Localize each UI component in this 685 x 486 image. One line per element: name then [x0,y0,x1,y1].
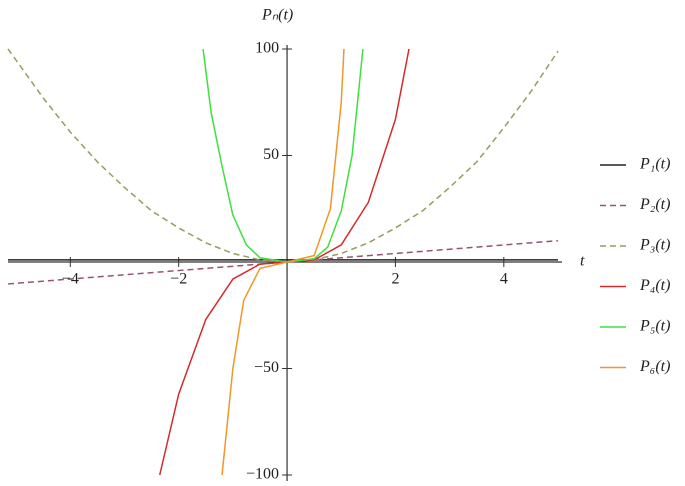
y-tick-label: 100 [255,40,279,57]
x-tick-label: 4 [500,271,508,288]
series-line [221,48,345,476]
y-tick-label: −50 [254,359,279,376]
x-tick-label: −2 [170,271,187,288]
y-tick-label: −100 [246,466,279,483]
legend-label: P₅(t) [639,318,670,335]
legend-label: P₂(t) [639,196,670,213]
y-tick-label: 50 [263,146,279,163]
legend-label: P₄(t) [639,277,670,294]
x-tick-label: 2 [391,271,399,288]
legend-label: P₆(t) [639,358,670,375]
plot-area [7,48,559,476]
y-axis-label: Pₙ(t) [261,7,293,24]
legend-label: P₃(t) [639,237,670,254]
legend-label: P₁(t) [639,156,670,173]
x-axis-label: t [580,253,585,270]
series-line [202,48,364,263]
